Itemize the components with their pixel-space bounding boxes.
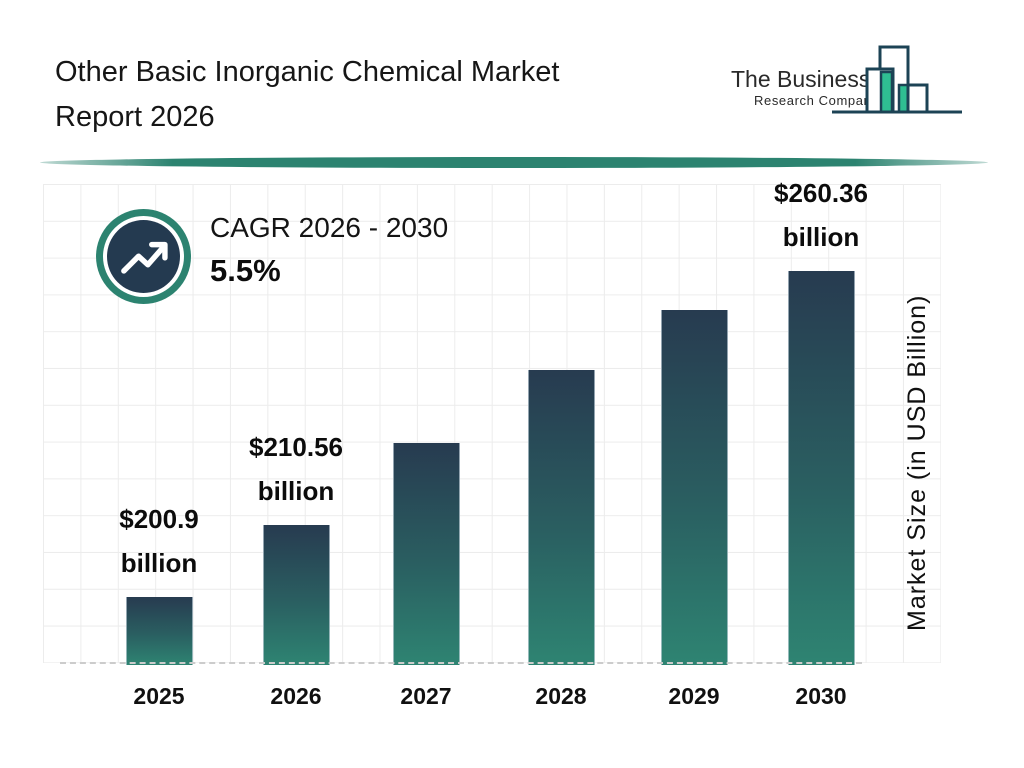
bar-2026: $210.56 billion [249,432,343,665]
x-axis-tick-label: 2030 [795,683,847,709]
cagr-value: 5.5% [210,253,281,288]
cagr-text-block: CAGR 2026 - 2030 5.5% [210,212,448,289]
x-axis-tick-label: 2025 [133,683,185,709]
trending-up-icon [120,241,168,274]
bar-2025: $200.9 billion [119,504,199,665]
x-axis-tick-label: 2026 [270,683,322,709]
x-axis-tick-label: 2029 [668,683,720,709]
x-axis-tick-label: 2027 [400,683,452,709]
page-title: Other Basic Inorganic Chemical Market Re… [55,50,715,140]
page-title-line-1: Other Basic Inorganic Chemical Market [55,56,560,88]
company-logo: The Business Research Company [725,42,985,124]
bar-2027 [392,443,460,665]
bar-chart-logo-icon [832,45,962,114]
page-title-line-2: Report 2026 [55,101,215,133]
x-axis-baseline [60,662,862,664]
divider-line [40,157,988,168]
cagr-label: CAGR 2026 - 2030 [210,212,449,243]
bar-2030: $260.36 billion [774,178,868,665]
cagr-badge-core [107,220,180,293]
cagr-badge [96,209,191,304]
x-axis-tick-labels: 2025 2026 2027 2028 2029 2030 [0,683,1024,713]
chart-area: $200.9 billion $210.56 billion $260.36 billio… [0,178,1024,665]
bar-2028 [527,370,595,665]
bar-value-label: $200.9 billion [119,504,199,578]
bar-value-label: $210.56 billion [249,432,343,506]
x-axis-tick-label: 2028 [535,683,587,709]
logo-company-name: The Business [731,66,871,92]
y-axis-title: Market Size (in USD Billion) [903,294,931,631]
bar-value-label: $260.36 billion [774,178,868,252]
logo-company-subtitle: Research Company [754,93,879,108]
bar-2029 [660,310,728,665]
